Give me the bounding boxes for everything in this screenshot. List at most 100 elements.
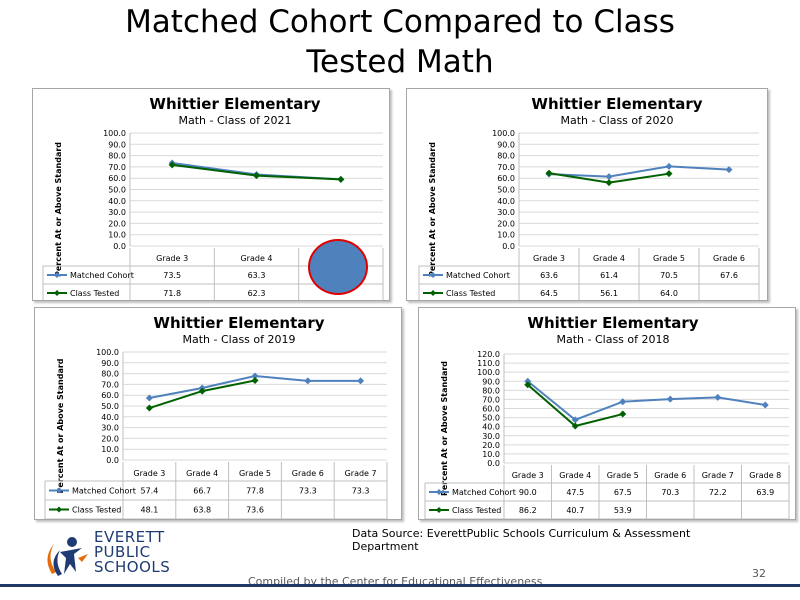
x-category-label: Grade 7 — [702, 471, 734, 480]
data-label: 48.1 — [140, 506, 158, 515]
highlight-circle — [308, 239, 368, 295]
data-label: 61.4 — [600, 271, 618, 280]
y-tick-label: 30.0 — [101, 424, 119, 433]
data-label: 56.1 — [600, 289, 618, 298]
x-category-label: Grade 6 — [292, 469, 324, 478]
y-tick-label: 70.0 — [101, 380, 119, 389]
y-tick-label: 50.0 — [497, 186, 515, 195]
chart-subtitle: Math - Class of 2020 — [560, 114, 673, 127]
data-point — [304, 377, 312, 385]
legend-label: Class Tested — [70, 289, 119, 298]
data-point — [725, 166, 733, 174]
y-tick-label: 80.0 — [108, 152, 126, 161]
y-tick-label: 110.0 — [477, 359, 500, 368]
y-tick-label: 20.0 — [497, 219, 515, 228]
y-tick-label: 70.0 — [482, 395, 500, 404]
x-category-label: Grade 5 — [653, 254, 685, 263]
data-source-line-2: Department — [352, 540, 419, 553]
y-tick-label: 20.0 — [482, 441, 500, 450]
x-category-label: Grade 3 — [156, 254, 188, 263]
legend-marker — [436, 507, 442, 513]
y-tick-label: 30.0 — [497, 208, 515, 217]
y-tick-label: 90.0 — [101, 359, 119, 368]
data-point — [337, 175, 345, 183]
y-tick-label: 40.0 — [108, 197, 126, 206]
y-tick-label: 40.0 — [497, 197, 515, 206]
legend-marker — [54, 272, 60, 278]
y-tick-label: 10.0 — [482, 450, 500, 459]
legend-label: Class Tested — [452, 506, 501, 515]
logo-text-line-1: EVERETT — [94, 528, 165, 546]
data-label: 40.7 — [566, 506, 584, 515]
logo-text-line-2: PUBLIC — [94, 543, 151, 561]
y-tick-label: 60.0 — [108, 174, 126, 183]
data-point — [761, 401, 769, 409]
data-label: 70.5 — [660, 271, 678, 280]
y-tick-label: 70.0 — [108, 163, 126, 172]
data-point — [145, 404, 153, 412]
data-point — [198, 387, 206, 395]
y-tick-label: 40.0 — [101, 413, 119, 422]
x-category-label: Grade 4 — [593, 254, 625, 263]
chart-panel-2018: Whittier Elementary Math - Class of 2018 P… — [418, 307, 796, 520]
legend-marker — [56, 506, 62, 513]
data-point — [605, 179, 613, 187]
data-point — [571, 416, 579, 424]
footer-line — [0, 584, 800, 587]
x-category-label: Grade 3 — [512, 471, 544, 480]
x-category-label: Grade 7 — [345, 469, 377, 478]
x-category-label: Grade 6 — [654, 471, 686, 480]
data-label: 63.9 — [756, 488, 774, 497]
chart-title: Whittier Elementary — [149, 95, 320, 113]
data-point — [251, 372, 259, 380]
data-point — [619, 398, 627, 406]
y-axis-label: Percent At or Above Standard — [440, 361, 449, 496]
y-tick-label: 10.0 — [108, 231, 126, 240]
legend-label: Matched Cohort — [70, 271, 134, 280]
y-tick-label: 30.0 — [482, 432, 500, 441]
everett-public-schools-logo: EVERETT PUBLIC SCHOOLS — [38, 528, 188, 584]
data-source-line-1: Data Source: EverettPublic Schools Curri… — [352, 527, 691, 540]
y-tick-label: 10.0 — [497, 231, 515, 240]
y-tick-label: 30.0 — [108, 208, 126, 217]
data-label: 77.8 — [246, 487, 264, 496]
data-label: 67.6 — [720, 271, 738, 280]
data-label: 72.2 — [709, 488, 727, 497]
logo-text-line-3: SCHOOLS — [94, 558, 171, 576]
y-tick-label: 20.0 — [101, 434, 119, 443]
data-point — [524, 381, 532, 389]
y-tick-label: 20.0 — [108, 219, 126, 228]
y-tick-label: 10.0 — [101, 445, 119, 454]
x-category-label: Grade 4 — [559, 471, 591, 480]
y-tick-label: 70.0 — [497, 163, 515, 172]
x-category-label: Grade 3 — [133, 469, 165, 478]
data-point — [545, 169, 553, 177]
data-label: 62.3 — [248, 289, 266, 298]
data-point — [145, 394, 153, 402]
y-axis-label: Percent At or Above Standard — [54, 142, 63, 277]
slide-title-line-1: Matched Cohort Compared to Class — [125, 4, 675, 40]
data-point — [253, 172, 260, 180]
chart-title: Whittier Elementary — [527, 314, 698, 332]
y-tick-label: 100.0 — [492, 129, 515, 138]
chart-panel-2020: Whittier Elementary Math - Class of 2020 P… — [406, 88, 768, 301]
legend-label: Class Tested — [72, 506, 121, 515]
data-point — [168, 161, 176, 169]
data-point — [605, 173, 613, 181]
data-label: 70.3 — [661, 488, 679, 497]
y-tick-label: 40.0 — [482, 423, 500, 432]
y-tick-label: 0.0 — [487, 459, 500, 468]
data-label: 73.3 — [299, 487, 317, 496]
data-point — [571, 422, 579, 430]
data-point — [665, 170, 673, 178]
y-tick-label: 0.0 — [106, 456, 119, 465]
data-label: 63.6 — [540, 271, 558, 280]
data-point — [251, 377, 259, 385]
data-label: 57.4 — [140, 487, 158, 496]
y-tick-label: 50.0 — [101, 402, 119, 411]
slide-title: Matched Cohort Compared to Class Tested … — [0, 2, 800, 82]
series-line — [548, 165, 730, 178]
data-source: Data Source: EverettPublic Schools Curri… — [352, 527, 712, 553]
x-category-label: Grade 8 — [749, 471, 781, 480]
